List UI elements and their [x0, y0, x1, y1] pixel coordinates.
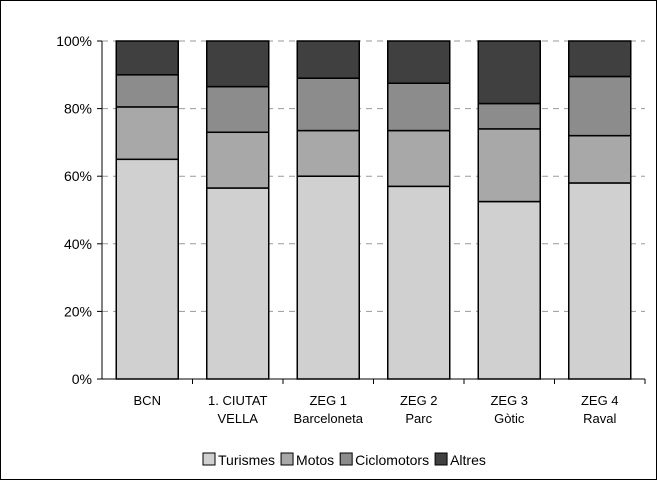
y-tick-label: 40% — [64, 236, 92, 252]
category-label: BCN — [134, 393, 161, 408]
legend-swatch — [202, 452, 216, 466]
legend-label: Ciclomotors — [355, 452, 429, 468]
bar-segment-altres — [296, 40, 360, 79]
bar-segment-motos — [387, 129, 451, 188]
bar-segment-ciclomotors — [206, 85, 270, 134]
bar-segment-motos — [206, 131, 270, 189]
y-tick-label: 60% — [64, 168, 92, 184]
bar-segment-ciclomotors — [477, 102, 541, 130]
bar-segment-altres — [477, 40, 541, 105]
y-tick-label: 20% — [64, 303, 92, 319]
bar-segment-ciclomotors — [568, 75, 632, 137]
bar-segment-ciclomotors — [296, 77, 360, 132]
category-label: ZEG 1 — [309, 393, 347, 408]
bar-segment-ciclomotors — [115, 74, 179, 108]
category-label: ZEG 3 — [490, 393, 528, 408]
category-label: VELLA — [218, 411, 259, 426]
bar-segment-turismes — [477, 200, 541, 380]
y-tick-label: 80% — [64, 101, 92, 117]
bar-segment-altres — [387, 40, 451, 84]
bar-segment-motos — [477, 128, 541, 203]
legend-swatch — [434, 452, 448, 466]
bar-segment-turismes — [387, 185, 451, 380]
category-label: Parc — [405, 411, 432, 426]
category-label: Raval — [583, 411, 616, 426]
category-label: ZEG 2 — [400, 393, 438, 408]
category-label: Gòtic — [494, 411, 525, 426]
category-label: Barceloneta — [294, 411, 364, 426]
y-tick-label: 100% — [56, 33, 92, 49]
bar-segment-motos — [296, 129, 360, 177]
bar-segment-ciclomotors — [387, 82, 451, 132]
bar-segment-turismes — [568, 182, 632, 380]
bar-segment-altres — [568, 40, 632, 78]
legend-swatch — [339, 452, 353, 466]
legend-label: Altres — [450, 452, 486, 468]
y-tick-label: 0% — [72, 371, 92, 387]
bar-segment-motos — [568, 134, 632, 184]
bar-segment-altres — [206, 40, 270, 88]
bar-segment-turismes — [296, 175, 360, 380]
legend-swatch — [280, 452, 294, 466]
category-label: ZEG 4 — [581, 393, 619, 408]
bar-segment-turismes — [206, 187, 270, 380]
legend-label: Turismes — [218, 452, 275, 468]
category-label: 1. CIUTAT — [208, 393, 268, 408]
bar-segment-altres — [115, 40, 179, 76]
bar-segment-turismes — [115, 158, 179, 380]
bar-segment-motos — [115, 106, 179, 161]
legend-label: Motos — [296, 452, 334, 468]
